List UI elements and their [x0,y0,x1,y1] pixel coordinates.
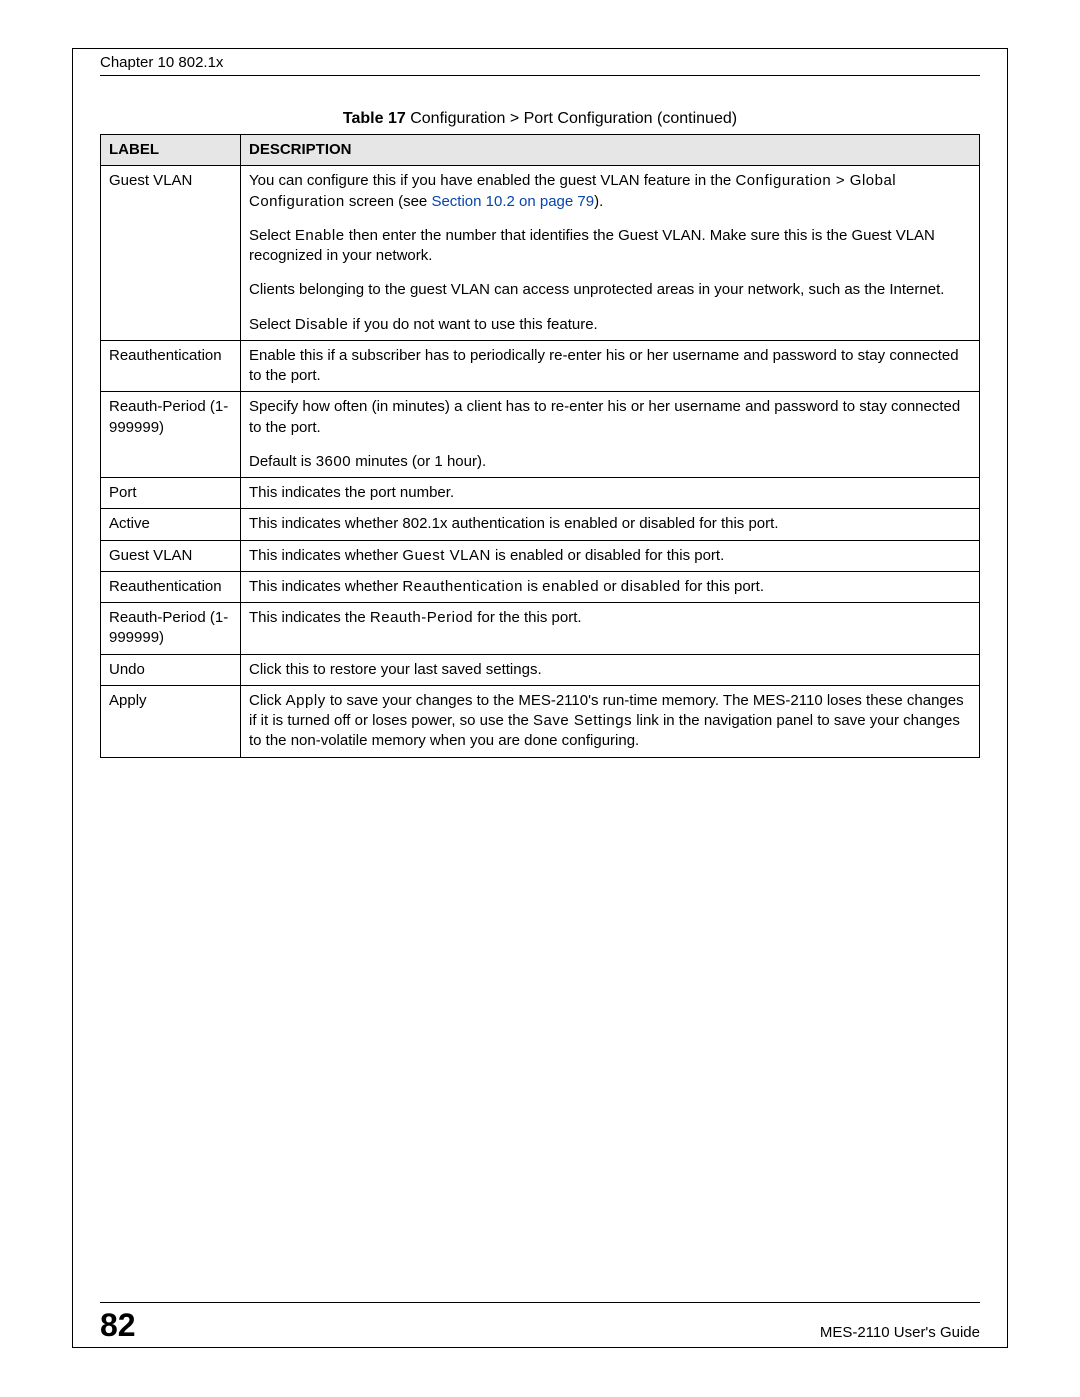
term: Reauth-Period [370,609,473,626]
table-row: Guest VLAN This indicates whether Guest … [101,540,980,571]
text: for the this port. [473,609,581,626]
cell-desc: Specify how often (in minutes) a client … [241,392,980,478]
cell-label: Reauth-Period (1-999999) [101,603,241,655]
term: Guest VLAN [402,547,490,564]
text: Specify how often (in minutes) a client … [249,397,971,438]
text: This indicates the [249,609,370,626]
text: for this port. [681,578,764,595]
cell-label: Guest VLAN [101,166,241,341]
col-label: Label [101,135,241,166]
text: is enabled or disabled for this port. [491,547,724,564]
guide-title: MES-2110 User's Guide [820,1324,980,1341]
text: This indicates whether [249,578,402,595]
cell-desc: This indicates the port number. [241,478,980,509]
term: Reauthentication [402,578,523,595]
cell-label: Port [101,478,241,509]
table-row: Active This indicates whether 802.1x aut… [101,509,980,540]
table-row: Guest VLAN You can configure this if you… [101,166,980,341]
page-footer: 82 MES-2110 User's Guide [100,1302,980,1341]
term: Save Settings [533,712,632,729]
text: Default is [249,453,316,470]
cross-reference-link[interactable]: Section 10.2 on page 79 [431,193,594,210]
text: minutes (or 1 hour). [351,453,486,470]
term: Enable [295,227,345,244]
page-content: Chapter 10 802.1x Table 17 Configuration… [100,54,980,758]
text: then enter the number that identifies th… [249,227,935,264]
cell-desc: Enable this if a subscriber has to perio… [241,340,980,392]
term: disabled [621,578,681,595]
cell-desc: You can configure this if you have enabl… [241,166,980,341]
text: is [523,578,542,595]
text: screen (see [345,193,432,210]
table-row: Reauth-Period (1-999999) This indicates … [101,603,980,655]
cell-desc: This indicates whether Guest VLAN is ena… [241,540,980,571]
table-row: Reauthentication This indicates whether … [101,571,980,602]
cell-desc: Click Apply to save your changes to the … [241,685,980,757]
cell-label: Reauthentication [101,571,241,602]
cell-label: Guest VLAN [101,540,241,571]
text: if you do not want to use this feature. [348,316,597,333]
text: This indicates whether [249,547,402,564]
text: Select [249,227,295,244]
cell-label: Active [101,509,241,540]
cell-label: Undo [101,654,241,685]
term: 3600 [316,453,351,470]
term: Apply [286,692,326,709]
cell-desc: Click this to restore your last saved se… [241,654,980,685]
table-row: Reauth-Period (1-999999) Specify how oft… [101,392,980,478]
page-number: 82 [100,1309,136,1341]
table-row: Apply Click Apply to save your changes t… [101,685,980,757]
chapter-header: Chapter 10 802.1x [100,54,980,76]
text: or [599,578,621,595]
cell-label: Reauthentication [101,340,241,392]
table-row: Undo Click this to restore your last sav… [101,654,980,685]
table-title: Configuration > Port Configuration (cont… [406,110,737,127]
table-number: Table 17 [343,110,406,127]
table-row: Port This indicates the port number. [101,478,980,509]
term: Disable [295,316,349,333]
cell-desc: This indicates whether 802.1x authentica… [241,509,980,540]
col-description: Description [241,135,980,166]
table-row: Reauthentication Enable this if a subscr… [101,340,980,392]
text: Clients belonging to the guest VLAN can … [249,280,971,300]
cell-label: Reauth-Period (1-999999) [101,392,241,478]
cell-label: Apply [101,685,241,757]
text: ). [594,193,603,210]
cell-desc: This indicates whether Reauthentication … [241,571,980,602]
text: Click [249,692,286,709]
table-header-row: Label Description [101,135,980,166]
cell-desc: This indicates the Reauth-Period for the… [241,603,980,655]
term: enabled [542,578,599,595]
text: You can configure this if you have enabl… [249,172,735,189]
text: Select [249,316,295,333]
config-table: Label Description Guest VLAN You can con… [100,134,980,758]
table-caption: Table 17 Configuration > Port Configurat… [100,110,980,128]
